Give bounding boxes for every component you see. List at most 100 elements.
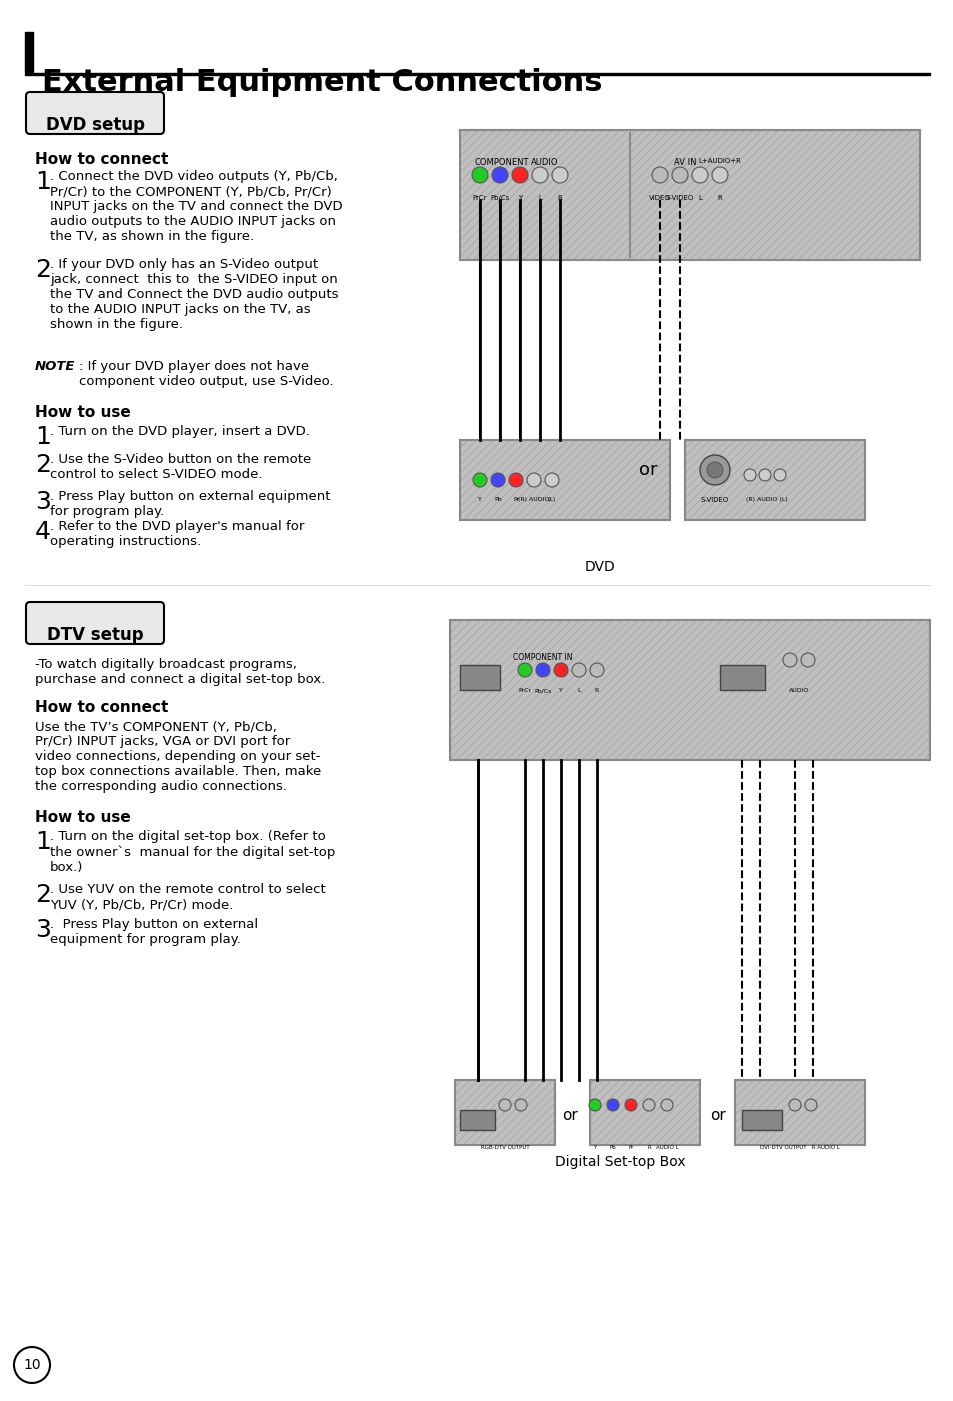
Text: Pb: Pb [609,1145,616,1150]
Bar [459,440,669,520]
Circle shape [517,663,532,677]
Text: (R) AUDIO (L): (R) AUDIO (L) [745,497,787,502]
Text: 3: 3 [35,918,51,941]
Circle shape [536,663,550,677]
Bar [459,130,919,261]
Text: PrCr: PrCr [473,195,487,200]
Text: DVI IN: DVI IN [731,670,752,677]
Bar [459,130,919,261]
Text: 1: 1 [35,829,51,855]
Text: L: L [537,195,541,200]
Circle shape [691,167,707,184]
Text: 1: 1 [35,425,51,448]
Text: 2: 2 [35,453,51,476]
Bar [25,32,33,71]
Text: Digital Set-top Box: Digital Set-top Box [554,1154,684,1168]
Text: . Refer to the DVD player's manual for
operating instructions.: . Refer to the DVD player's manual for o… [50,520,304,548]
Text: .  Press Play button on external
equipment for program play.: . Press Play button on external equipmen… [50,918,258,946]
Text: AV IN: AV IN [673,158,696,167]
Text: L+AUDIO+R: L+AUDIO+R [698,158,740,164]
Bar [589,1080,700,1145]
Circle shape [491,474,504,488]
Text: (L): (L) [547,497,556,502]
Text: . Press Play button on external equipment
for program play.: . Press Play button on external equipmen… [50,490,330,518]
Text: R: R [717,195,721,200]
Text: R: R [646,1145,650,1150]
FancyBboxPatch shape [26,92,164,134]
Text: 2: 2 [35,883,51,906]
Circle shape [588,1098,600,1111]
FancyBboxPatch shape [26,602,164,644]
Circle shape [804,1098,816,1111]
Text: Pr: Pr [628,1145,633,1150]
Text: . Turn on the DVD player, insert a DVD.: . Turn on the DVD player, insert a DVD. [50,425,310,439]
Bar [459,665,499,691]
Text: COMPONENT IN: COMPONENT IN [513,653,572,663]
Text: Use the TV’s COMPONENT (Y, Pb/Cb,
Pr/Cr) INPUT jacks, VGA or DVI port for
video : Use the TV’s COMPONENT (Y, Pb/Cb, Pr/Cr)… [35,720,321,793]
Text: VIDEO: VIDEO [648,195,670,200]
Circle shape [671,167,687,184]
Bar [455,1080,555,1145]
Text: Pr: Pr [513,497,518,502]
Circle shape [706,462,722,478]
Bar [734,1080,864,1145]
Circle shape [554,663,567,677]
Text: 3: 3 [35,490,51,514]
Circle shape [759,469,770,481]
Bar [720,665,764,691]
Bar [589,1080,700,1145]
Text: How to connect: How to connect [35,151,168,167]
Text: How to use: How to use [35,405,131,420]
Text: Y: Y [593,1145,596,1150]
Text: DVD: DVD [584,560,615,574]
Circle shape [498,1098,511,1111]
Text: AUDIO: AUDIO [788,688,808,693]
Circle shape [624,1098,637,1111]
Text: or: or [709,1108,725,1122]
Bar [741,1110,781,1131]
Circle shape [473,474,486,488]
Text: Y: Y [558,688,562,693]
Text: AUDIO: AUDIO [531,158,558,167]
Bar [734,1080,864,1145]
Bar [25,73,929,76]
Bar [459,1110,495,1131]
Circle shape [14,1346,50,1383]
Circle shape [572,663,585,677]
Text: (R) AUDIO: (R) AUDIO [517,497,549,502]
Bar [450,621,929,759]
Circle shape [544,474,558,488]
Circle shape [660,1098,672,1111]
Circle shape [515,1098,526,1111]
Bar [684,440,864,520]
Text: 10: 10 [23,1358,41,1372]
Circle shape [801,653,814,667]
Text: S-VIDEO: S-VIDEO [665,195,694,200]
Text: Y: Y [477,497,481,502]
Circle shape [788,1098,801,1111]
Circle shape [512,167,527,184]
Circle shape [589,663,603,677]
Text: L: L [698,195,701,200]
Text: 4: 4 [35,520,51,544]
Text: DVD setup: DVD setup [46,116,144,134]
Text: . Use YUV on the remote control to select
YUV (Y, Pb/Cb, Pr/Cr) mode.: . Use YUV on the remote control to selec… [50,883,325,911]
Text: DTV setup: DTV setup [47,626,143,644]
Text: AUDIO L: AUDIO L [655,1145,678,1150]
Text: Pb/Cs: Pb/Cs [490,195,509,200]
Text: External Equipment Connections: External Equipment Connections [42,69,602,97]
Text: PrCr: PrCr [517,688,531,693]
Text: 1: 1 [35,170,51,193]
Text: . Use the S-Video button on the remote
control to select S-VIDEO mode.: . Use the S-Video button on the remote c… [50,453,311,481]
Text: . Turn on the digital set-top box. (Refer to
the owner`s  manual for the digital: . Turn on the digital set-top box. (Refe… [50,829,335,874]
Bar [459,440,669,520]
Bar [450,621,929,759]
Circle shape [782,653,796,667]
Text: . Connect the DVD video outputs (Y, Pb/Cb,
Pr/Cr) to the COMPONENT (Y, Pb/Cb, Pr: . Connect the DVD video outputs (Y, Pb/C… [50,170,342,242]
Text: L: L [577,688,580,693]
Circle shape [773,469,785,481]
Circle shape [642,1098,655,1111]
Text: Pb/Cs: Pb/Cs [534,688,551,693]
Circle shape [743,469,755,481]
Circle shape [509,474,522,488]
